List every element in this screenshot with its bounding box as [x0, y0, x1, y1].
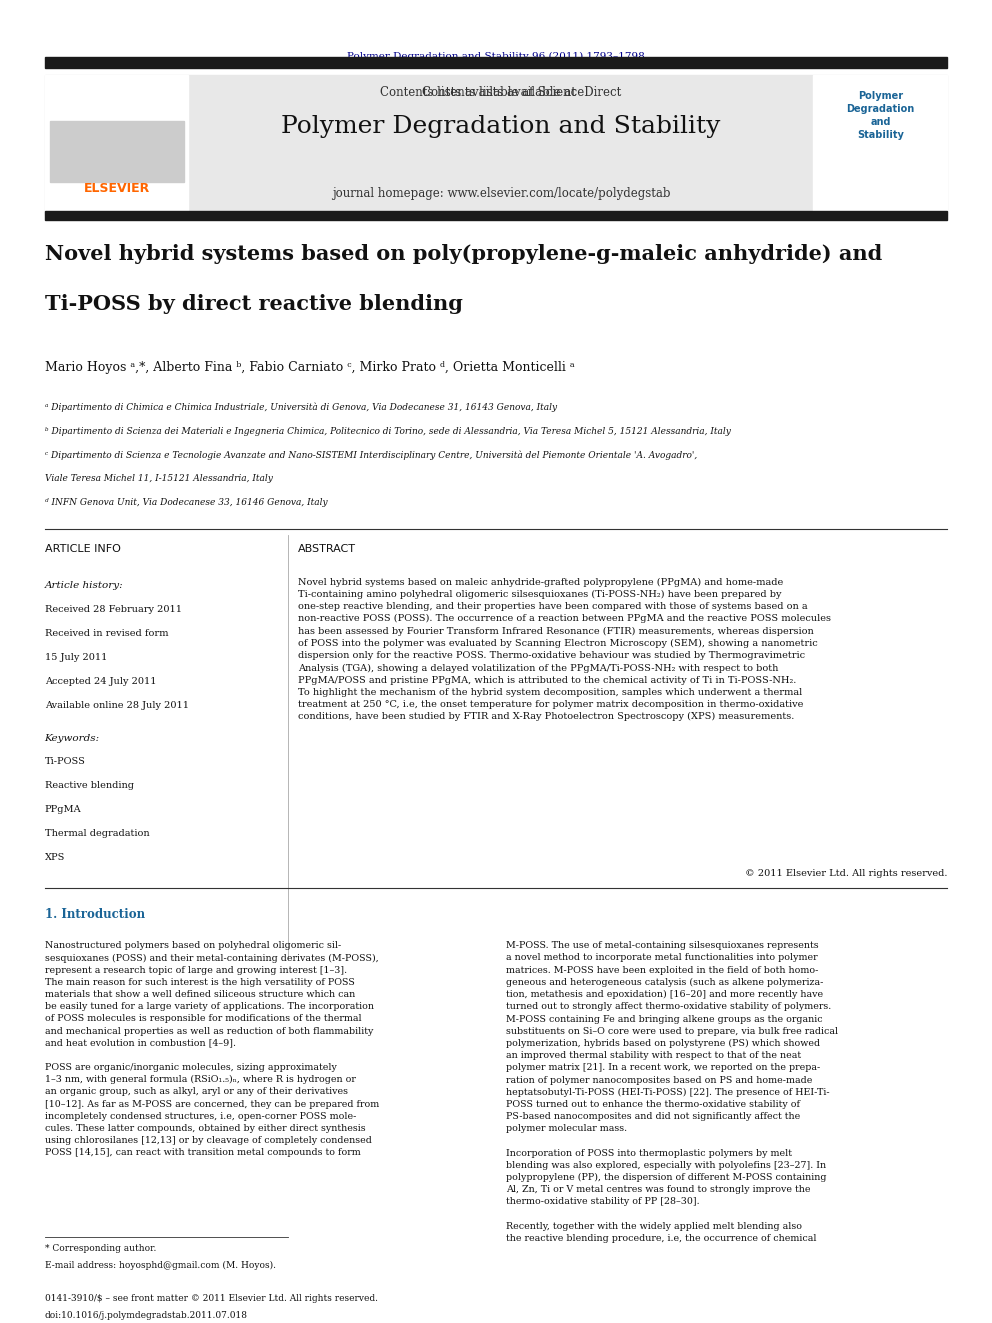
Bar: [50, 122, 184, 183]
Text: Article history:: Article history:: [45, 582, 123, 590]
Text: ABSTRACT: ABSTRACT: [298, 545, 355, 554]
Text: Polymer
Degradation
and
Stability: Polymer Degradation and Stability: [846, 91, 915, 140]
Text: 15 July 2011: 15 July 2011: [45, 654, 107, 662]
Text: ELSEVIER: ELSEVIER: [83, 183, 150, 196]
Text: Polymer Degradation and Stability: Polymer Degradation and Stability: [282, 115, 720, 138]
Text: Received 28 February 2011: Received 28 February 2011: [45, 606, 182, 614]
Bar: [813, 75, 947, 216]
Text: ᶜ Dipartimento di Scienza e Tecnologie Avanzate and Nano-SISTEMI Interdisciplina: ᶜ Dipartimento di Scienza e Tecnologie A…: [45, 451, 697, 460]
Text: XPS: XPS: [45, 853, 65, 861]
Text: Available online 28 July 2011: Available online 28 July 2011: [45, 701, 188, 709]
Text: ᵈ INFN Genova Unit, Via Dodecanese 33, 16146 Genova, Italy: ᵈ INFN Genova Unit, Via Dodecanese 33, 1…: [45, 499, 327, 507]
Text: Accepted 24 July 2011: Accepted 24 July 2011: [45, 677, 156, 685]
Text: Viale Teresa Michel 11, I-15121 Alessandria, Italy: Viale Teresa Michel 11, I-15121 Alessand…: [45, 475, 273, 483]
Text: PPgMA: PPgMA: [45, 806, 81, 814]
Text: ARTICLE INFO: ARTICLE INFO: [45, 545, 120, 554]
Bar: [45, 75, 947, 216]
Text: Ti-POSS: Ti-POSS: [45, 758, 85, 766]
Text: Thermal degradation: Thermal degradation: [45, 830, 149, 837]
Text: Received in revised form: Received in revised form: [45, 630, 168, 638]
Text: doi:10.1016/j.polymdegradstab.2011.07.018: doi:10.1016/j.polymdegradstab.2011.07.01…: [45, 1311, 248, 1320]
Text: Contents lists available at ScienceDirect: Contents lists available at ScienceDirec…: [380, 86, 622, 99]
Text: journal homepage: www.elsevier.com/locate/polydegstab: journal homepage: www.elsevier.com/locat…: [331, 188, 671, 201]
Bar: [45, 212, 947, 221]
Text: M-POSS. The use of metal-containing silsesquioxanes represents
a novel method to: M-POSS. The use of metal-containing sils…: [506, 942, 838, 1242]
Text: 1. Introduction: 1. Introduction: [45, 909, 145, 921]
Text: Keywords:: Keywords:: [45, 734, 100, 742]
Text: ᵃ Dipartimento di Chimica e Chimica Industriale, Università di Genova, Via Dodec: ᵃ Dipartimento di Chimica e Chimica Indu…: [45, 404, 557, 413]
Text: Mario Hoyos ᵃ,*, Alberto Fina ᵇ, Fabio Carniato ᶜ, Mirko Prato ᵈ, Orietta Montic: Mario Hoyos ᵃ,*, Alberto Fina ᵇ, Fabio C…: [45, 361, 574, 373]
Text: E-mail address: hoyosphd@gmail.com (M. Hoyos).: E-mail address: hoyosphd@gmail.com (M. H…: [45, 1261, 276, 1270]
Text: Contents lists available at: Contents lists available at: [423, 86, 579, 99]
Text: Reactive blending: Reactive blending: [45, 782, 134, 790]
Text: * Corresponding author.: * Corresponding author.: [45, 1244, 156, 1253]
Text: Ti-POSS by direct reactive blending: Ti-POSS by direct reactive blending: [45, 295, 462, 315]
Text: Polymer Degradation and Stability 96 (2011) 1793–1798: Polymer Degradation and Stability 96 (20…: [347, 52, 645, 61]
Text: © 2011 Elsevier Ltd. All rights reserved.: © 2011 Elsevier Ltd. All rights reserved…: [745, 869, 947, 877]
Text: Novel hybrid systems based on poly(propylene-g-maleic anhydride) and: Novel hybrid systems based on poly(propy…: [45, 245, 882, 265]
Bar: [45, 75, 188, 216]
Text: Novel hybrid systems based on maleic anhydride-grafted polypropylene (PPgMA) and: Novel hybrid systems based on maleic anh…: [298, 578, 830, 721]
Text: 0141-3910/$ – see front matter © 2011 Elsevier Ltd. All rights reserved.: 0141-3910/$ – see front matter © 2011 El…: [45, 1294, 378, 1303]
Text: ᵇ Dipartimento di Scienza dei Materiali e Ingegneria Chimica, Politecnico di Tor: ᵇ Dipartimento di Scienza dei Materiali …: [45, 427, 730, 435]
Bar: [45, 57, 947, 67]
Text: Nanostructured polymers based on polyhedral oligomeric sil-
sesquioxanes (POSS) : Nanostructured polymers based on polyhed…: [45, 942, 379, 1158]
